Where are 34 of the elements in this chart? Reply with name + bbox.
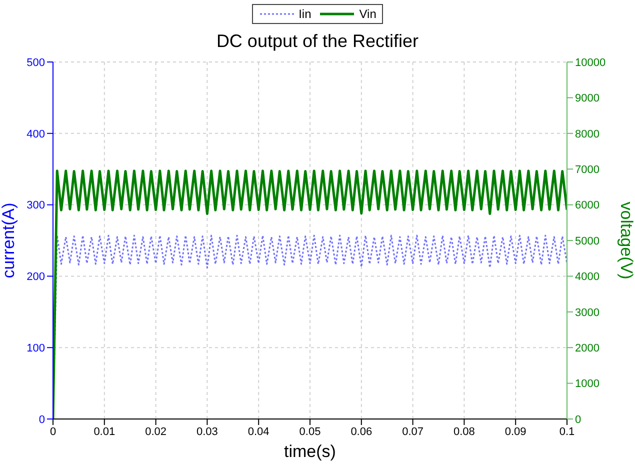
y2-tick-label: 6000 [575,200,600,212]
y2-tick-label: 7000 [575,164,600,176]
x-tick-label: 0.01 [94,426,116,438]
x-tick-label: 0.05 [299,426,321,438]
x-tick-label: 0.07 [402,426,424,438]
x-tick-label: 0.1 [559,426,575,438]
x-tick-label: 0.09 [504,426,526,438]
legend-label: Vin [359,7,376,21]
y-tick-label: 0 [38,414,45,426]
legend-label: Iin [298,7,312,21]
y2-tick-label: 4000 [575,271,600,284]
x-tick-label: 0 [50,426,56,438]
y2-tick-label: 3000 [575,306,600,319]
y2-tick-label: 10000 [575,56,606,69]
x-tick-label: 0.08 [453,426,475,438]
x-tick-label: 0.06 [350,426,372,438]
y2-tick-label: 5000 [575,235,600,248]
y-tick-label: 500 [26,56,45,69]
y-tick-label: 400 [26,128,45,140]
y-tick-label: 100 [26,342,45,355]
x-axis-title: time(s) [284,442,336,461]
y2-tick-label: 1000 [575,378,600,390]
chart-title: DC output of the Rectifier [215,30,420,53]
y2-tick-label: 8000 [575,128,600,140]
y2-tick-label: 9000 [575,92,600,105]
y-axis-title: current(A) [0,202,18,278]
y-tick-label: 200 [26,271,45,284]
y2-tick-label: 0 [575,414,582,426]
x-tick-label: 0.04 [248,426,270,438]
y2-axis-title: voltage(V) [616,202,635,280]
x-tick-label: 0.02 [145,426,167,438]
y2-tick-label: 2000 [575,342,600,355]
y-tick-label: 300 [26,200,45,212]
x-tick-label: 0.03 [196,426,218,438]
